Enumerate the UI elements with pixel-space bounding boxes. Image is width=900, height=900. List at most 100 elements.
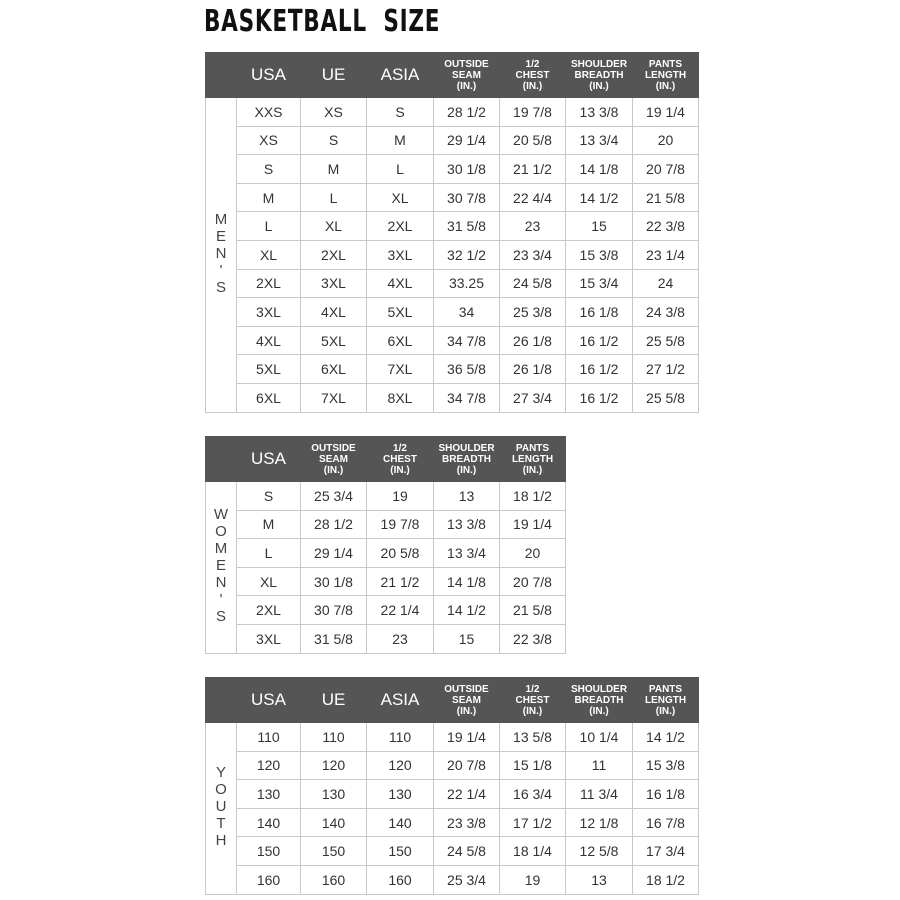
column-header: USA [236,52,301,98]
table-cell: 23 3/4 [499,239,566,270]
table-cell: 34 [433,297,500,327]
category-cell: WOMEN'S [205,481,237,654]
header-corner [205,52,237,98]
table-row: 6XL 7XL 8XL 34 7/8 27 3/4 16 1/2 25 5/8 [206,382,699,413]
table-row: XL 30 1/8 21 1/2 14 1/8 20 7/8 [206,566,566,597]
table-cell: 19 1/4 [433,722,500,752]
table-cell: 16 7/8 [632,807,699,838]
table-cell: 8XL [366,382,434,413]
table-row: 3XL 31 5/8 23 15 22 3/8 [206,623,566,654]
table-cell: 7XL [366,354,434,384]
table-cell: XL [300,211,367,241]
header-row: USA OUTSIDE SEAM (IN.) 1/2 CHEST (IN.) SHOU… [205,436,566,482]
table-cell: L [366,154,434,184]
header-row: USA UE ASIA OUTSIDE SEAM (IN.) 1/2 CHEST (IN… [205,52,699,98]
table-cell: 10 1/4 [565,722,633,752]
table-cell: 5XL [366,297,434,327]
page-title: BASKETBALL SIZE [204,4,441,39]
table-cell: 22 1/4 [366,595,434,625]
table-cell: 23 [499,211,566,241]
table-cell: 28 1/2 [433,97,500,127]
table-cell: 26 1/8 [499,325,566,356]
table-cell: 3XL [366,239,434,270]
table-cell: 20 5/8 [499,125,566,156]
table-cell: 16 1/8 [565,297,633,327]
category-cell: YOUTH [205,722,237,895]
table-cell: 110 [236,722,301,752]
table-cell: 130 [300,779,367,809]
table-cell: 17 3/4 [632,836,699,866]
column-header: PANTS LENGTH (IN.) [632,52,699,98]
table-cell: 6XL [300,354,367,384]
table-cell: 14 1/8 [433,566,500,597]
table-row: 150 150 150 24 5/8 18 1/4 12 5/8 17 3/4 [206,836,699,866]
table-cell: 16 3/4 [499,779,566,809]
table-row: 2XL 3XL 4XL 33.25 24 5/8 15 3/4 24 [206,268,699,299]
table-cell: 24 5/8 [499,268,566,299]
table-cell: 4XL [300,297,367,327]
column-header: 1/2 CHEST (IN.) [366,436,434,482]
table-cell: 19 [366,481,434,511]
column-header: PANTS LENGTH (IN.) [499,436,566,482]
table-cell: S [300,125,367,156]
table-row: XL 2XL 3XL 32 1/2 23 3/4 15 3/8 23 1/4 [206,239,699,270]
table-cell: 4XL [366,268,434,299]
table-cell: 32 1/2 [433,239,500,270]
column-header: UE [300,677,367,723]
table-cell: 13 [433,481,500,511]
column-header: UE [300,52,367,98]
column-header: 1/2 CHEST (IN.) [499,52,566,98]
table-cell: L [236,211,301,241]
table-cell: 2XL [236,595,301,625]
table-cell: 150 [236,836,301,866]
table-cell: 30 7/8 [300,595,367,625]
table-row: YOUTH 110 110 110 19 1/4 13 5/8 10 1/4 14 1/2 [205,722,699,895]
table-cell: XS [300,97,367,127]
table-cell: 20 7/8 [433,750,500,781]
table-cell: 20 7/8 [499,566,566,597]
table-row: L 29 1/4 20 5/8 13 3/4 20 [206,538,566,568]
table-cell: 31 5/8 [433,211,500,241]
table-cell: 140 [300,807,367,838]
table-cell: 22 3/8 [499,623,566,654]
table-cell: 17 1/2 [499,807,566,838]
table-cell: 120 [366,750,434,781]
table-cell: 140 [366,807,434,838]
table-cell: 25 5/8 [632,325,699,356]
column-header: OUTSIDE SEAM (IN.) [433,52,500,98]
table-cell: 13 5/8 [499,722,566,752]
column-header: ASIA [366,677,434,723]
column-header: ASIA [366,52,434,98]
youth-size-table: USA UE ASIA OUTSIDE SEAM (IN.) 1/2 CHEST (IN… [205,677,699,895]
table-cell: 24 3/8 [632,297,699,327]
table-cell: 160 [300,864,367,895]
table-cell: XS [236,125,301,156]
table-cell: XL [236,239,301,270]
table-cell: 19 7/8 [499,97,566,127]
column-header: PANTS LENGTH (IN.) [632,677,699,723]
table-cell: 36 5/8 [433,354,500,384]
table-cell: 110 [300,722,367,752]
table-cell: 21 5/8 [499,595,566,625]
table-cell: 16 1/8 [632,779,699,809]
table-cell: 18 1/2 [632,864,699,895]
table-cell: 2XL [300,239,367,270]
table-cell: 5XL [300,325,367,356]
table-cell: 3XL [300,268,367,299]
table-cell: 15 3/8 [565,239,633,270]
table-row: 140 140 140 23 3/8 17 1/2 12 1/8 16 7/8 [206,807,699,838]
table-cell: 20 [499,538,566,568]
table-cell: 6XL [366,325,434,356]
table-cell: 14 1/8 [565,154,633,184]
table-cell: 160 [366,864,434,895]
table-cell: 4XL [236,325,301,356]
table-cell: 150 [366,836,434,866]
header-corner [205,436,237,482]
mens-size-table: USA UE ASIA OUTSIDE SEAM (IN.) 1/2 CHEST (IN… [205,52,699,413]
table-cell: 14 1/2 [565,182,633,213]
table-cell: 29 1/4 [433,125,500,156]
table-row: 4XL 5XL 6XL 34 7/8 26 1/8 16 1/2 25 5/8 [206,325,699,356]
table-cell: 11 3/4 [565,779,633,809]
table-cell: M [366,125,434,156]
table-cell: XXS [236,97,301,127]
